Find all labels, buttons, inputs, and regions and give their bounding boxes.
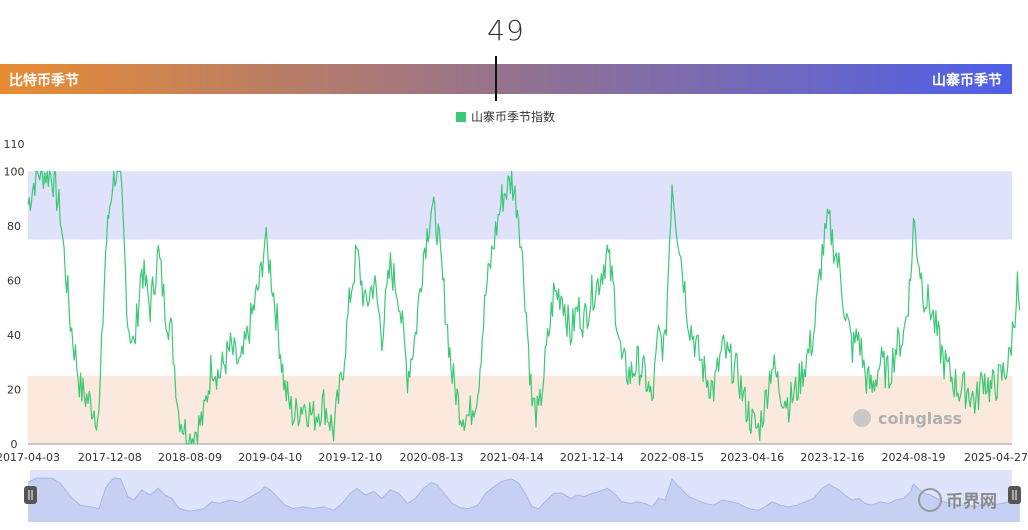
zoom-slider-area [28, 478, 1020, 522]
legend-label: 山寨币季节指数 [471, 110, 556, 124]
y-tick-label: 20 [7, 383, 21, 396]
x-tick-label: 2020-08-13 [400, 451, 464, 464]
bijie-logo-icon [918, 488, 942, 512]
zoom-slider-handle-left[interactable] [24, 486, 37, 504]
threshold-band-0 [28, 171, 1012, 240]
x-tick-label: 2025-04-27 [964, 451, 1028, 464]
index-position-marker [495, 56, 497, 101]
x-tick-label: 2024-08-19 [882, 451, 946, 464]
y-tick-label: 60 [7, 274, 21, 287]
coinglass-watermark-text: coinglass [878, 409, 962, 428]
series-line-altseason-index [27, 170, 1021, 445]
y-tick-label: 80 [7, 220, 21, 233]
x-tick-label: 2019-04-10 [238, 451, 302, 464]
y-tick-label: 110 [4, 138, 25, 151]
threshold-band-1 [28, 375, 1012, 444]
x-tick-label: 2023-12-16 [800, 451, 864, 464]
x-tick-label: 2018-08-09 [158, 451, 222, 464]
coinglass-watermark: coinglass [853, 409, 962, 428]
x-tick-label: 2017-04-03 [0, 451, 60, 464]
season-gradient-bar: 比特币季节 山寨币季节 [0, 64, 1012, 94]
bijie-watermark: 币界网 [918, 488, 997, 512]
bijie-watermark-text: 币界网 [946, 492, 997, 512]
x-tick-label: 2017-12-08 [78, 451, 142, 464]
x-tick-label: 2022-08-15 [640, 451, 704, 464]
coinglass-logo-icon [853, 409, 871, 427]
current-index-value: 49 [487, 14, 525, 47]
altcoin-season-label: 山寨币季节 [932, 73, 1002, 89]
x-tick-label: 2019-12-10 [318, 451, 382, 464]
zoom-slider-preview-line [27, 477, 1021, 512]
y-tick-label: 40 [7, 329, 21, 342]
y-tick-label: 0 [11, 438, 18, 451]
x-tick-label: 2021-04-14 [480, 451, 544, 464]
y-tick-label: 100 [4, 165, 25, 178]
legend-swatch [456, 111, 466, 122]
chart-legend[interactable]: 山寨币季节指数 [456, 108, 555, 125]
bitcoin-season-label: 比特币季节 [9, 73, 79, 89]
x-tick-label: 2021-12-14 [560, 451, 624, 464]
x-tick-label: 2023-04-16 [720, 451, 784, 464]
zoom-slider-handle-right[interactable] [1008, 486, 1021, 504]
